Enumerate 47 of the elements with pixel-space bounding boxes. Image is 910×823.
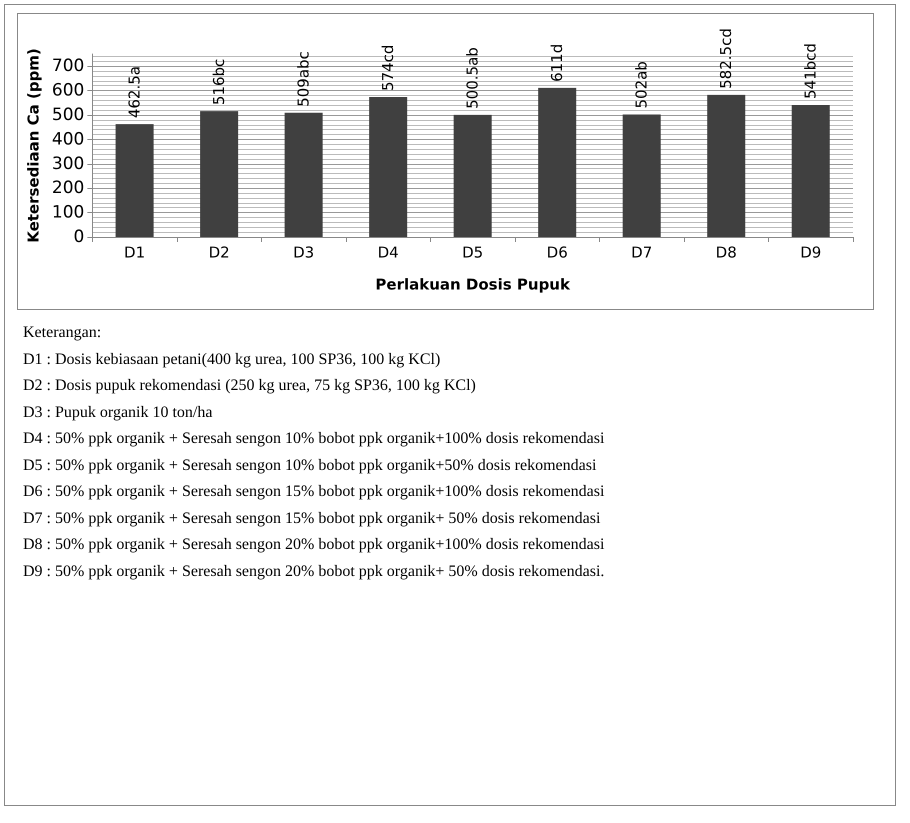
text: D5 : 50% ppk organik + Seresah sengon 10% bobot ppk organik+50% dosis rekomendasi <box>23 456 598 476</box>
x-tick-label: D5 <box>462 244 484 262</box>
data-label: 611d <box>548 44 566 82</box>
text: D9 : 50% ppk organik + Seresah sengon 20% bobot ppk organik+ 50% dosis rekomendasi. <box>23 562 604 582</box>
x-tick-label: D4 <box>378 244 399 262</box>
y-tick-label: 600 <box>52 80 84 101</box>
y-tick-label: 700 <box>52 56 84 76</box>
y-tick-label: 500 <box>52 105 84 125</box>
text: D4 : 50% ppk organik + Seresah sengon 10% bobot ppk organik+100% dosis rekomendasi <box>23 429 604 449</box>
bar <box>622 114 661 237</box>
text: D6 : 50% ppk organik + Seresah sengon 15% bobot ppk organik+100% dosis rekomendasi <box>23 482 604 502</box>
x-tick-label: D3 <box>293 244 314 262</box>
y-tick-label: 0 <box>74 227 84 247</box>
bar <box>284 112 323 237</box>
text: Keterangan: <box>23 323 102 343</box>
bar <box>707 94 746 237</box>
text: D7 : 50% ppk organik + Seresah sengon 15% bobot ppk organik+ 50% dosis rekomendasi <box>23 508 602 528</box>
x-tick-label: D9 <box>800 244 822 262</box>
y-tick-label: 200 <box>52 178 84 198</box>
x-tick-label: D8 <box>716 244 737 262</box>
text: D2 : Dosis pupuk rekomendasi (250 kg urea, 75 kg SP36, 100 kg KCl) <box>23 376 477 396</box>
x-tick-label: D7 <box>631 244 652 262</box>
bar <box>538 88 576 237</box>
x-tick-label: D2 <box>208 244 230 262</box>
data-label: 516bc <box>210 58 228 106</box>
y-tick-label: 400 <box>52 129 84 150</box>
data-label: 500.5ab <box>464 47 482 109</box>
bar <box>200 111 238 237</box>
text: D3 : Pupuk organik 10 ton/ha <box>23 402 214 422</box>
y-axis-title: Ketersediaan Ca (ppm) <box>24 48 42 243</box>
y-tick-label: 300 <box>52 154 84 174</box>
data-label: 509abc <box>294 51 313 107</box>
y-tick-label: 100 <box>52 202 84 223</box>
x-tick-label: D1 <box>124 244 146 262</box>
data-label: 582.5cd <box>717 28 736 89</box>
bar <box>792 104 830 237</box>
text: D1 : Dosis kebiasaan petani(400 kg urea, 100 SP36, 100 kg KCl) <box>23 350 442 370</box>
data-label: 502ab <box>632 61 651 109</box>
data-label: 462.5a <box>126 66 144 118</box>
bar <box>116 124 154 237</box>
data-label: 541bcd <box>802 43 820 99</box>
data-label: 574cd <box>379 44 398 91</box>
x-tick-label: D6 <box>546 244 568 262</box>
x-axis-title: Perlakuan Dosis Pupuk <box>375 276 571 294</box>
bar <box>454 114 492 237</box>
bar <box>369 96 408 237</box>
text: D8 : 50% ppk organik + Seresah sengon 20% bobot ppk organik+100% dosis rekomendasi <box>23 535 604 555</box>
